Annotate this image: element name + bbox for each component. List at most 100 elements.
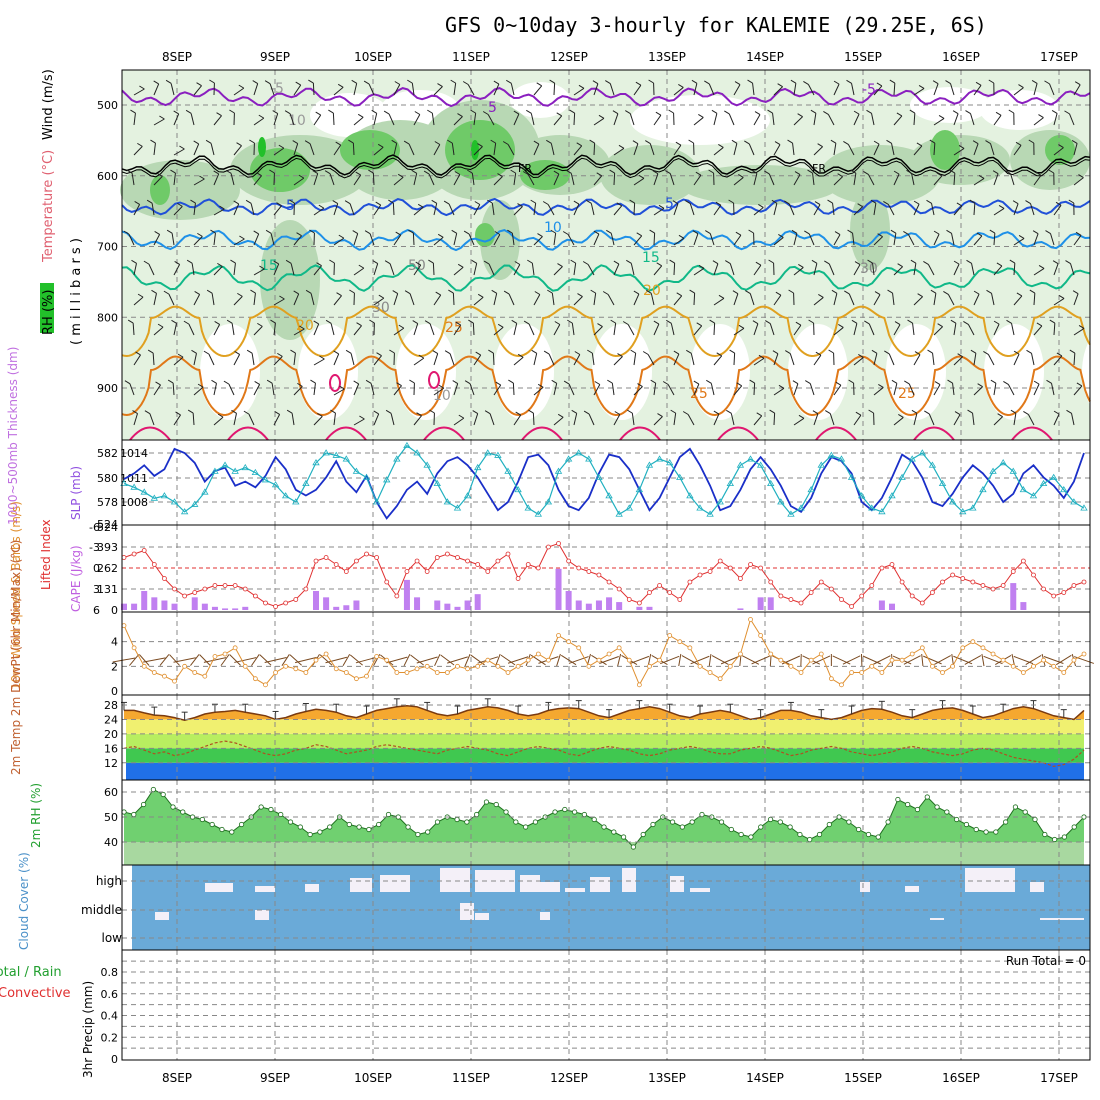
wind-barb-flag bbox=[873, 140, 880, 145]
rh2m-marker bbox=[954, 816, 960, 823]
saturated-core bbox=[258, 137, 266, 157]
wind-barb-flag bbox=[1051, 109, 1058, 114]
wind-barb bbox=[253, 268, 265, 276]
wind-barb bbox=[631, 413, 635, 426]
wind-barb-flag bbox=[749, 379, 755, 384]
li-marker bbox=[485, 569, 491, 574]
wind-barb bbox=[633, 84, 642, 96]
li-marker bbox=[889, 562, 895, 567]
wind-barb-flag bbox=[187, 409, 194, 414]
wind-barb bbox=[533, 85, 543, 96]
wind-barb-flag bbox=[491, 289, 497, 294]
wind-barb bbox=[627, 324, 635, 336]
wind-barb bbox=[670, 323, 675, 336]
wind-barb-flag bbox=[463, 230, 470, 235]
wind-speed-marker bbox=[1010, 663, 1016, 669]
rh2m-marker bbox=[728, 826, 734, 833]
li-marker bbox=[414, 558, 420, 564]
contour-label: 50 bbox=[408, 258, 426, 274]
wind-speed-marker bbox=[606, 651, 612, 657]
thickness-marker bbox=[959, 508, 967, 515]
rh2m-marker bbox=[993, 829, 999, 835]
wind-barb-flag bbox=[857, 203, 863, 208]
wind-barb-flag bbox=[725, 260, 731, 265]
wind-barb-10m bbox=[500, 654, 516, 666]
wind-barb-flag bbox=[338, 234, 345, 239]
wind-barb bbox=[453, 83, 457, 96]
wind-barb bbox=[653, 232, 656, 246]
cloud-high bbox=[590, 877, 610, 892]
wind-barb bbox=[893, 266, 903, 276]
wind-barb-flag bbox=[392, 290, 398, 295]
precip-tick: 0.2 bbox=[101, 1031, 119, 1044]
contour-label: 10 bbox=[288, 113, 306, 129]
rh2m-marker bbox=[503, 809, 509, 815]
wind-barb-flag bbox=[279, 295, 285, 300]
li-marker bbox=[839, 597, 844, 602]
wind-barb-flag bbox=[904, 380, 910, 385]
wind-barb bbox=[193, 294, 201, 306]
wind-speed-marker bbox=[717, 676, 723, 682]
wind-barb-10m bbox=[416, 656, 438, 664]
li-marker bbox=[586, 569, 592, 574]
contour-10 bbox=[121, 229, 1091, 252]
wind-barb-flag bbox=[724, 110, 730, 115]
wind-barb-10m bbox=[720, 655, 740, 665]
wet-layer bbox=[445, 120, 515, 180]
li-marker bbox=[434, 555, 440, 560]
wind-barb bbox=[271, 383, 275, 396]
wind-barb bbox=[953, 172, 956, 186]
cape-bar bbox=[767, 597, 774, 610]
wind-barb-flag bbox=[815, 351, 822, 356]
wind-barb bbox=[753, 415, 763, 426]
wind-barb bbox=[153, 143, 156, 156]
cape-bar bbox=[222, 608, 229, 610]
wind-barb bbox=[993, 416, 1003, 426]
date-label-top: 11SEP bbox=[452, 50, 490, 64]
cape-bar bbox=[585, 603, 592, 610]
thickness-marker bbox=[807, 485, 815, 493]
wind-barb bbox=[813, 413, 819, 426]
wind-barb bbox=[733, 143, 738, 156]
wind-barb-flag bbox=[398, 324, 405, 329]
wind-speed-marker bbox=[485, 657, 491, 663]
li-marker bbox=[970, 579, 976, 585]
temp-fill bbox=[124, 705, 1084, 721]
wind-barb bbox=[293, 353, 296, 366]
wind-barb-10m bbox=[190, 654, 200, 666]
wind-barb bbox=[928, 413, 935, 426]
wind-barb-flag bbox=[356, 322, 362, 327]
rh2m-marker bbox=[562, 806, 568, 813]
wind-barb-flag bbox=[606, 229, 612, 234]
wind-barb-flag bbox=[891, 379, 898, 384]
wind-barb bbox=[773, 387, 785, 396]
band-blue bbox=[126, 762, 1084, 780]
wind-barb-flag bbox=[666, 319, 672, 324]
wind-barb bbox=[733, 385, 743, 396]
thickness-marker bbox=[847, 473, 856, 480]
wind-barb bbox=[453, 266, 464, 276]
wind-barb-flag bbox=[596, 172, 602, 177]
rh2m-marker bbox=[1042, 831, 1048, 838]
wind-barb-flag bbox=[834, 231, 841, 236]
wind-barb bbox=[251, 353, 255, 366]
wind-barb-flag bbox=[1036, 322, 1043, 327]
wind-barb-flag bbox=[127, 319, 134, 324]
cape-bar bbox=[737, 608, 744, 610]
wind-barb-flag bbox=[175, 411, 181, 416]
wind-barb-flag bbox=[637, 383, 643, 387]
wind-barb bbox=[832, 203, 835, 216]
cape-bar bbox=[1010, 583, 1017, 610]
wind-barb bbox=[353, 267, 365, 276]
wind-barb-flag bbox=[527, 259, 533, 264]
wind-speed-marker bbox=[172, 678, 177, 684]
wind-speed-marker bbox=[182, 663, 188, 669]
wind-barb bbox=[893, 173, 900, 186]
contour-20 bbox=[121, 305, 1091, 358]
wind-barb-flag bbox=[329, 259, 335, 264]
wind-barb-10m bbox=[647, 653, 652, 667]
wind-barb bbox=[469, 383, 475, 396]
thickness-marker bbox=[716, 498, 724, 505]
wind-barb-flag bbox=[1029, 289, 1036, 294]
precip-tick: 0 bbox=[111, 1053, 118, 1066]
